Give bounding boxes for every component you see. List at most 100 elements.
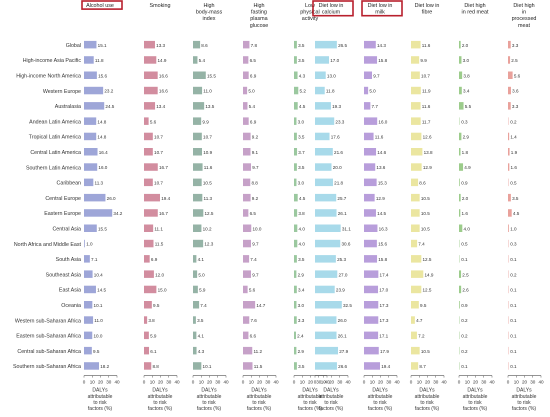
bar-value-label: 16.0 [98, 165, 107, 170]
bar [84, 224, 97, 232]
panel-title: High [253, 3, 264, 9]
bar [294, 285, 297, 294]
bar-value-label: 3.8 [148, 318, 155, 323]
bar [364, 40, 376, 49]
bar-value-label: 30.6 [341, 242, 350, 247]
bar [364, 362, 381, 370]
bar [364, 193, 375, 202]
panel-title: Diet low in [368, 3, 393, 9]
bar-value-label: 16.0 [378, 119, 387, 124]
bar-value-label: 4.5 [299, 104, 306, 109]
bar [411, 255, 422, 263]
bar [508, 56, 511, 64]
bar [84, 285, 96, 294]
bar-value-label: 12.0 [155, 272, 164, 277]
x-tick-label: 20 [329, 380, 335, 385]
bar [411, 239, 418, 248]
region-label: East Asia [59, 288, 81, 294]
bar-value-label: 4.1 [198, 257, 205, 262]
bar-value-label: 0.1 [510, 257, 517, 262]
bar-value-label: 3.0 [298, 303, 305, 308]
bar-value-label: 3.5 [298, 257, 305, 262]
bar-value-label: 10.7 [203, 135, 212, 140]
bar-value-label: 7.6 [250, 318, 257, 323]
bar [84, 117, 97, 125]
bar-value-label: 0.1 [510, 334, 517, 339]
bar-value-label: 10.5 [203, 181, 212, 186]
x-axis-label: attributable [415, 394, 440, 400]
bar [243, 56, 249, 64]
bar-value-label: 1.9 [511, 150, 518, 155]
bar-value-label: 23.3 [335, 119, 344, 124]
bar [315, 56, 330, 64]
bar-value-label: 10.5 [421, 226, 430, 231]
x-tick-label: 40 [394, 380, 400, 385]
panel-title: physical [300, 10, 319, 16]
highlight-box [361, 0, 403, 17]
bar-value-label: 11.9 [422, 89, 431, 94]
bar [144, 331, 149, 340]
bar [411, 148, 423, 156]
bar [84, 132, 97, 141]
bar-value-label: 0.9 [461, 181, 468, 186]
bar-value-label: 12.6 [423, 135, 432, 140]
region-label: Tropical Latin America [29, 135, 81, 141]
bar [459, 71, 463, 79]
bar [315, 255, 336, 263]
x-tick-label: 10 [150, 380, 156, 385]
bar-value-label: 8.8 [251, 181, 258, 186]
bar [193, 331, 197, 340]
bar [84, 331, 93, 340]
bar [508, 163, 510, 171]
bar [315, 346, 339, 355]
bar [144, 224, 154, 232]
panel-title: fasting [251, 10, 267, 16]
bar [144, 362, 152, 370]
x-axis-label: DALYs [251, 388, 267, 394]
bar [508, 224, 509, 232]
panel-title: calcium [322, 10, 341, 16]
bar-value-label: 27.0 [338, 272, 347, 277]
bar [459, 224, 463, 232]
bar-value-label: 17.4 [380, 272, 389, 277]
region-label: Western sub-Saharan Africa [15, 318, 81, 324]
bar [84, 270, 93, 278]
region-label: Eastern Europe [44, 211, 81, 217]
panel-title: Diet high [464, 3, 485, 9]
bar [193, 71, 206, 79]
x-tick-label: 10 [417, 380, 423, 385]
x-tick-label: 0 [363, 380, 366, 385]
x-axis-label: factors (%) [319, 406, 344, 412]
bar-value-label: 4.9 [464, 165, 471, 170]
bar [193, 301, 200, 309]
bar [459, 86, 462, 95]
bar-value-label: 0.3 [461, 119, 468, 124]
x-axis-label: DALYs [467, 388, 483, 394]
bar-value-label: 0.1 [461, 364, 468, 369]
bar [243, 86, 248, 95]
bar [144, 132, 153, 141]
x-tick-label: 10 [370, 380, 376, 385]
panel-title: in [522, 10, 526, 16]
bar [84, 71, 97, 79]
bar-value-label: 3.0 [463, 58, 470, 63]
bar [411, 56, 420, 64]
x-tick-label: 30 [106, 380, 112, 385]
bar [84, 301, 93, 309]
bar [459, 132, 462, 141]
x-axis-label: DALYs [516, 388, 532, 394]
bar [84, 362, 100, 370]
bar [315, 316, 337, 324]
bar-value-label: 10.5 [421, 196, 430, 201]
x-tick-label: 30 [530, 380, 536, 385]
bar-value-label: 3.3 [298, 318, 305, 323]
bar [144, 178, 153, 187]
bar [508, 40, 511, 49]
bar-value-label: 3.6 [512, 89, 519, 94]
bar [315, 86, 325, 95]
bar [144, 71, 158, 79]
bar [294, 102, 298, 110]
bar-value-label: 26.0 [107, 196, 116, 201]
